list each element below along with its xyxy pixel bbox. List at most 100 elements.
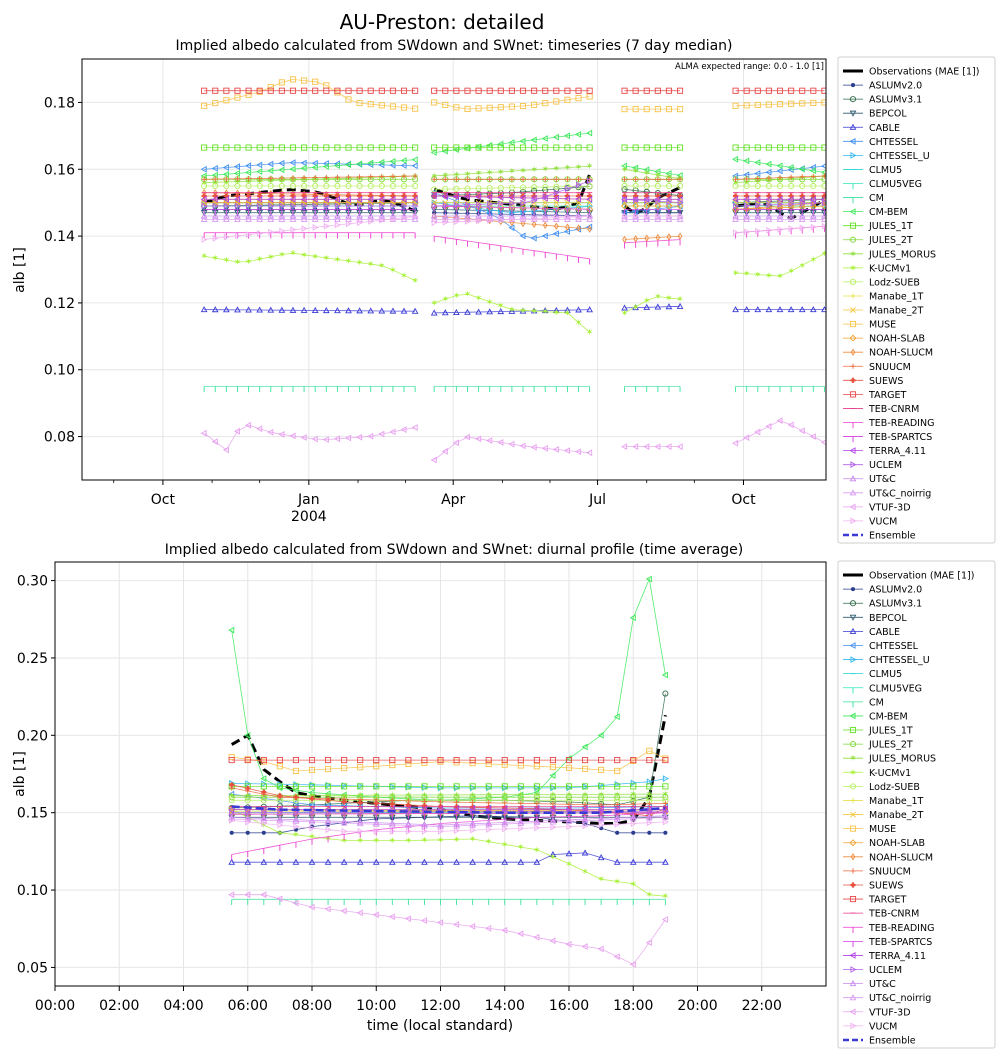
legend-label: ASLUMv2.0 bbox=[869, 585, 922, 596]
y-tick-label: 0.20 bbox=[17, 728, 48, 744]
legend-label: Manabe_1T bbox=[869, 291, 924, 302]
legend-label: ASLUMv3.1 bbox=[869, 599, 922, 610]
marker-k-ucmv1: ✶ bbox=[621, 309, 629, 319]
legend-label: CM-BEM bbox=[869, 711, 908, 722]
series-cable bbox=[229, 850, 668, 864]
marker-k-ucmv1: ✶ bbox=[564, 309, 572, 319]
marker-k-ucmv1: ✶ bbox=[533, 846, 541, 856]
legend-label: CABLE bbox=[869, 627, 900, 638]
legend-label: CHTESSEL bbox=[869, 641, 919, 652]
legend-label: NOAH-SLUCM bbox=[869, 852, 933, 863]
series-muse bbox=[229, 748, 668, 773]
x-tick-label: 04:00 bbox=[163, 998, 203, 1014]
marker-jules-morus: ✶ bbox=[553, 164, 561, 174]
y-tick-label: 0.08 bbox=[44, 430, 75, 446]
series-line-cm-bem bbox=[434, 133, 589, 153]
series-line-teb-reading bbox=[625, 240, 681, 243]
marker-k-ucmv1: ✶ bbox=[267, 253, 275, 263]
y-tick-label: 0.10 bbox=[17, 883, 48, 899]
marker-k-ucmv1: ✶ bbox=[497, 302, 505, 312]
marker-jules-morus: ✶ bbox=[530, 166, 538, 176]
series-chtessel-u bbox=[230, 776, 668, 790]
series-teb-reading bbox=[204, 226, 824, 264]
marker-jules-morus: ✶ bbox=[519, 166, 527, 176]
marker-aslumv2-0 bbox=[632, 831, 635, 834]
marker-k-ucmv1: ✶ bbox=[367, 260, 375, 270]
marker-k-ucmv1: ✶ bbox=[810, 255, 818, 265]
x-tick-label: 16:00 bbox=[549, 998, 589, 1014]
marker-k-ucmv1: ✶ bbox=[553, 308, 561, 318]
marker-jules-morus: ✶ bbox=[629, 790, 637, 800]
legend-label: BEPCOL bbox=[869, 613, 907, 624]
x-tick-sublabel: 2004 bbox=[291, 509, 327, 525]
legend-marker: ✶ bbox=[849, 768, 857, 778]
x-tick-label: 06:00 bbox=[228, 998, 268, 1014]
legend-label: CLMU5VEG bbox=[869, 179, 922, 190]
marker-k-ucmv1: ✶ bbox=[323, 254, 331, 264]
marker-jules-morus: ✶ bbox=[662, 790, 670, 800]
marker-k-ucmv1: ✶ bbox=[442, 295, 450, 305]
marker-jules-morus: ✶ bbox=[586, 162, 594, 172]
legend-label: Observations (MAE [1]) bbox=[869, 67, 979, 78]
series-teb-spartcs bbox=[204, 206, 824, 215]
marker-snuucm bbox=[486, 800, 491, 805]
legend-label: Lodz-SUEB bbox=[869, 782, 920, 793]
legend-label: NOAH-SLAB bbox=[869, 334, 925, 345]
marker-aslumv2-0 bbox=[262, 831, 265, 834]
x-tick-label: 08:00 bbox=[292, 998, 332, 1014]
marker-k-ucmv1: ✶ bbox=[411, 277, 419, 287]
x-tick-label: 20:00 bbox=[677, 998, 717, 1014]
diurnal-ylabel: alb [1] bbox=[12, 751, 28, 797]
y-tick-label: 0.18 bbox=[44, 95, 75, 111]
marker-vtuf-3d bbox=[202, 431, 207, 436]
series-vtuf-3d bbox=[229, 892, 667, 967]
marker-k-ucmv1: ✶ bbox=[256, 255, 264, 265]
legend-marker bbox=[851, 83, 854, 86]
legend-label: VTUF-3D bbox=[869, 502, 911, 513]
legend-label: UT&C bbox=[869, 979, 896, 990]
x-tick-label: 14:00 bbox=[485, 998, 525, 1014]
legend-label: TERRA_4.11 bbox=[868, 951, 926, 962]
marker-k-ucmv1: ✶ bbox=[311, 252, 319, 262]
marker-k-ucmv1: ✶ bbox=[292, 831, 300, 841]
y-tick-label: 0.16 bbox=[44, 162, 75, 178]
legend-label: VTUF-3D bbox=[869, 1007, 911, 1018]
marker-jules-morus: ✶ bbox=[497, 168, 505, 178]
legend-label: CM-BEM bbox=[869, 207, 908, 218]
marker-k-ucmv1: ✶ bbox=[530, 307, 538, 317]
legend-label: CM bbox=[869, 193, 884, 204]
legend-label: CLMU5 bbox=[869, 165, 902, 176]
marker-k-ucmv1: ✶ bbox=[389, 837, 397, 847]
marker-k-ucmv1: ✶ bbox=[665, 294, 673, 304]
legend-label: VUCM bbox=[869, 516, 897, 527]
legend-entry-k-ucmv1: ✶ K-UCMv1 bbox=[843, 768, 911, 779]
legend-marker: ✶ bbox=[849, 754, 857, 764]
legend-label: JULES_1T bbox=[868, 726, 913, 737]
timeseries-series: ✶ ✶ ✶ ✶ ✶ ✶ ✶ ✶ ✶ ✶ ✶ ✶ ✶ ✶ ✶ ✶ ✶ ✶ ✶ ✶ ✶ ✶ ✶ ✶ ✶ ✶ ✶ ✶ ✶ ✶ ✶ ✶ ✶ ✶ ✶ ✶ ✶ ✶ ✶ ✶… bbox=[200, 77, 828, 463]
marker-k-ucmv1: ✶ bbox=[430, 299, 438, 309]
marker-k-ucmv1: ✶ bbox=[501, 840, 509, 850]
legend-label: VUCM bbox=[869, 1021, 897, 1032]
marker-vtuf-3d bbox=[733, 441, 738, 446]
marker-k-ucmv1: ✶ bbox=[565, 860, 573, 870]
timeseries-annotation: ALMA expected range: 0.0 - 1.0 [1] bbox=[675, 62, 824, 72]
marker-jules-morus: ✶ bbox=[621, 165, 629, 175]
diurnal-series: ✶ ✶ ✶ ✶ ✶ ✶ ✶ ✶ ✶ ✶ ✶ ✶ ✶ ✶ ✶ ✶ ✶ ✶ ✶ ✶ ✶ ✶ ✶ ✶ ✶ ✶ ✶ ✶✶✶✶✶ ✶ ✶ ✶ ✶ ✶ ✶ ✶ ✶… bbox=[228, 576, 669, 967]
legend-marker bbox=[851, 588, 854, 591]
legend-label: NOAH-SLAB bbox=[869, 838, 925, 849]
legend-label: UT&C_noirrig bbox=[869, 993, 931, 1004]
x-tick-label: 02:00 bbox=[99, 998, 139, 1014]
legend-label: CLMU5VEG bbox=[869, 683, 922, 694]
legend-label: Ensemble bbox=[869, 530, 916, 541]
y-tick-label: 0.15 bbox=[17, 806, 48, 822]
legend-label: Observation (MAE [1]) bbox=[869, 571, 974, 582]
timeseries-ticks: 0.080.100.120.140.160.18Oct Jan2004Apr Jul… bbox=[44, 95, 756, 525]
marker-k-ucmv1: ✶ bbox=[464, 290, 472, 300]
marker-vtuf-3d bbox=[432, 457, 437, 462]
marker-k-ucmv1: ✶ bbox=[372, 837, 380, 847]
marker-snuucm bbox=[502, 800, 507, 805]
legend-label: ASLUMv3.1 bbox=[869, 95, 922, 106]
marker-k-ucmv1: ✶ bbox=[776, 272, 784, 282]
legend-label: TEB-CNRM bbox=[868, 909, 919, 920]
